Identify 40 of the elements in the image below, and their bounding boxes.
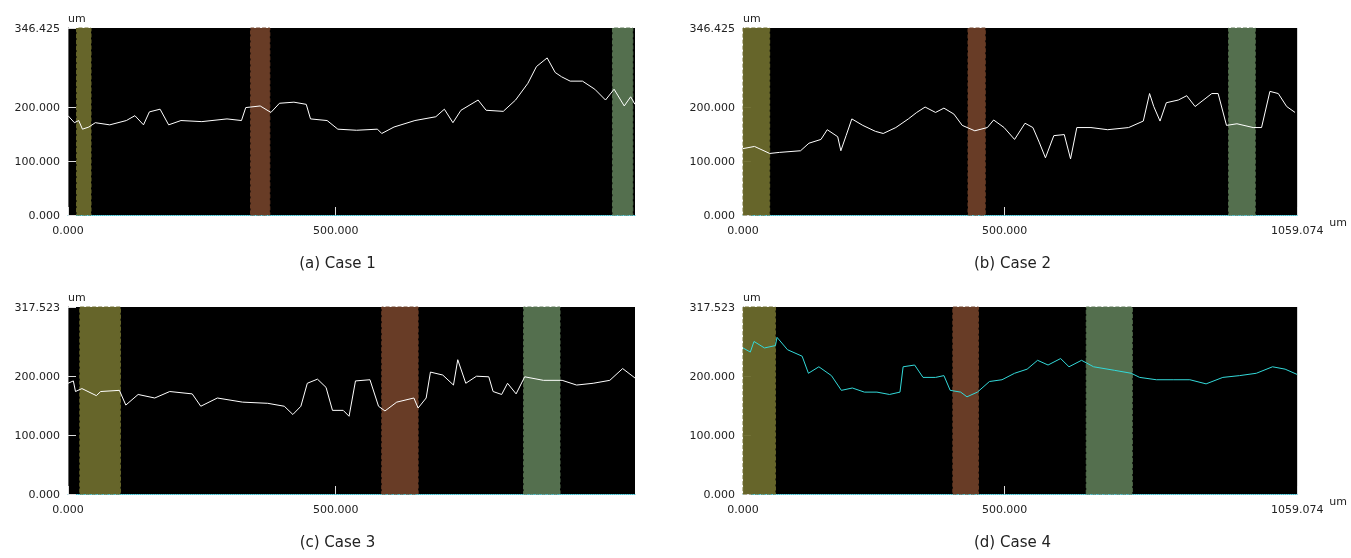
x-tick-label: 0.000 (727, 503, 759, 516)
line-series (67, 359, 636, 417)
y-tick-label: 100.000 (14, 428, 60, 442)
x-tick-label: 500.000 (981, 224, 1028, 237)
y-tick-label: 100.000 (14, 154, 60, 168)
x-tick-label: 1059.074 (1270, 224, 1324, 237)
x-tick-label: 0.000 (52, 503, 84, 516)
y-tick-label: 200.000 (14, 100, 60, 114)
x-tick-label: 500.000 (981, 503, 1028, 516)
x-tick-label: 500.000 (312, 224, 359, 237)
y-tick-label: 100.000 (689, 428, 735, 442)
y-axis-title: um (743, 291, 761, 304)
x-tick-label: 0.000 (52, 224, 84, 237)
text: (b) Case 2 (973, 253, 1052, 272)
x-tick-label: 500.000 (312, 503, 359, 516)
x-axis-title: um (1329, 216, 1347, 229)
y-tick-label: 317.523 (689, 300, 735, 314)
x-tick-label: 0.000 (727, 224, 759, 237)
line-series (742, 90, 1296, 160)
y-tick-label: 0.000 (28, 487, 60, 501)
y-tick-label: 317.523 (14, 300, 60, 314)
y-tick-label: 0.000 (703, 208, 735, 222)
text: (a) Case 1 (299, 253, 376, 272)
y-axis-title: um (743, 12, 761, 25)
y-axis-title: um (68, 291, 86, 304)
text: (c) Case 3 (299, 532, 376, 551)
x-tick-label: 1059.074 (1270, 503, 1324, 516)
y-tick-label: 200.000 (689, 369, 735, 383)
y-tick-label: 346.425 (689, 21, 735, 35)
y-tick-label: 200.000 (689, 100, 735, 114)
y-tick-label: 0.000 (703, 487, 735, 501)
line-series (742, 336, 1298, 398)
line-series (67, 57, 636, 134)
y-tick-label: 200.000 (14, 369, 60, 383)
y-tick-label: 0.000 (28, 208, 60, 222)
x-axis-title: um (1329, 495, 1347, 508)
text: (d) Case 4 (973, 532, 1052, 551)
y-tick-label: 100.000 (689, 154, 735, 168)
y-tick-label: 346.425 (14, 21, 60, 35)
y-axis-title: um (68, 12, 86, 25)
